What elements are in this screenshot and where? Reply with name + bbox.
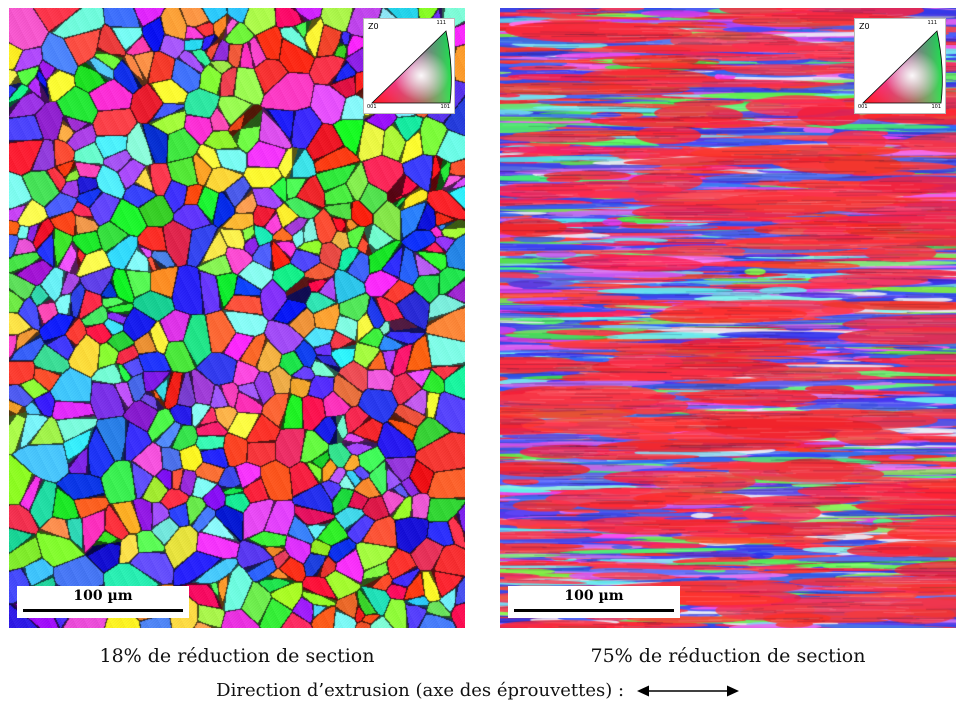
scale-bar-label: 100 µm [564,588,624,604]
legend-axis-label: Z0 [368,22,379,31]
legend-corner-101: 101 [440,104,450,110]
scale-bar-right: 100 µm [508,586,680,618]
direction-label: Direction d’extrusion (axe des éprouvett… [216,680,625,701]
ipf-triangle-icon [371,30,452,104]
scale-bar-left: 100 µm [17,586,189,618]
legend-axis-label: Z0 [859,22,870,31]
caption-right: 75% de réduction de section [590,645,866,667]
legend-corner-111: 111 [436,20,446,26]
ipf-triangle-icon [862,30,943,104]
extrusion-direction-row: Direction d’extrusion (axe des éprouvett… [0,680,956,701]
legend-corner-111: 111 [927,20,937,26]
ebsd-map-left: Z0 111 001 101 100 µm [9,8,465,628]
double-headed-arrow-icon [636,685,739,697]
ipf-color-legend-right: Z0 111 001 101 [854,18,946,114]
scale-bar-line [23,609,183,612]
legend-corner-001: 001 [858,104,868,110]
caption-left: 18% de réduction de section [99,645,375,667]
legend-corner-101: 101 [931,104,941,110]
scale-bar-label: 100 µm [73,588,133,604]
scale-bar-line [514,609,674,612]
legend-corner-001: 001 [367,104,377,110]
ipf-color-legend-left: Z0 111 001 101 [363,18,455,114]
ebsd-map-right: Z0 111 001 101 100 µm [500,8,956,628]
